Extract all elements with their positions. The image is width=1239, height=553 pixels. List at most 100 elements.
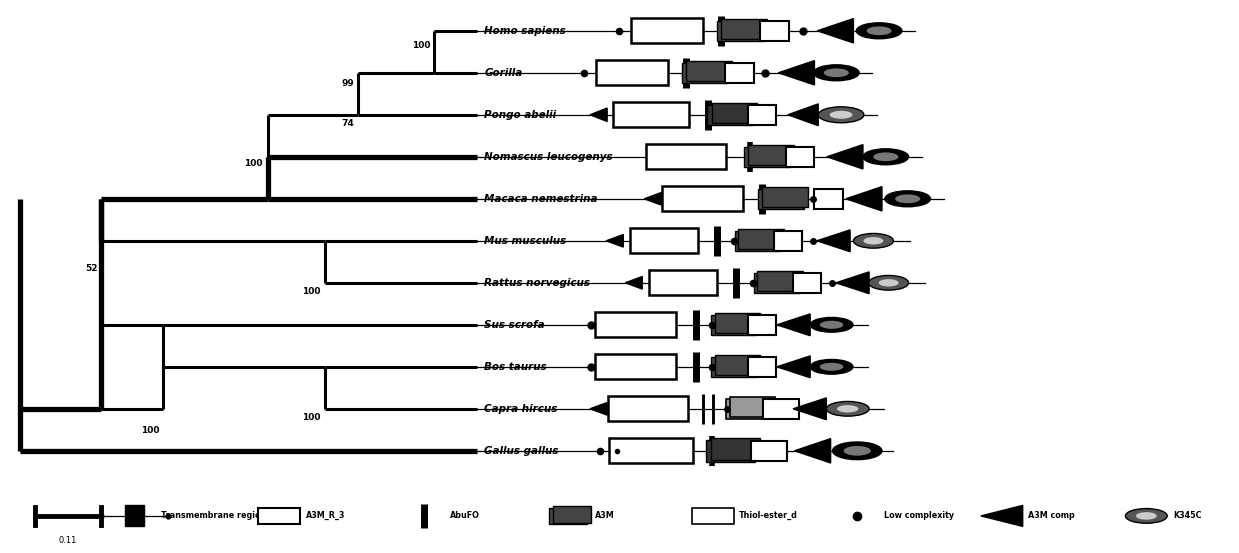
Bar (748, 357, 777, 377)
Bar (721, 19, 767, 39)
Ellipse shape (824, 69, 849, 77)
Bar (725, 62, 753, 83)
Text: Bos taurus: Bos taurus (484, 362, 548, 372)
Bar (683, 62, 727, 83)
Text: A3M comp: A3M comp (1028, 512, 1075, 520)
Ellipse shape (1125, 509, 1167, 523)
Bar (662, 186, 742, 211)
Text: 99: 99 (342, 79, 354, 88)
Ellipse shape (810, 317, 852, 332)
Bar (738, 229, 784, 249)
Bar (706, 440, 756, 462)
Ellipse shape (854, 233, 893, 248)
Polygon shape (818, 19, 854, 43)
Polygon shape (606, 234, 623, 247)
Bar (757, 271, 803, 291)
Ellipse shape (885, 191, 930, 207)
Bar (646, 144, 726, 169)
Bar (596, 60, 668, 85)
Bar (613, 102, 689, 127)
Text: Nomascus leucogenys: Nomascus leucogenys (484, 152, 613, 162)
Polygon shape (778, 61, 814, 85)
Ellipse shape (810, 359, 852, 374)
Bar (125, 505, 144, 526)
Bar (814, 189, 843, 209)
Bar (773, 231, 802, 251)
Text: 100: 100 (411, 41, 430, 50)
Text: Gallus gallus: Gallus gallus (484, 446, 559, 456)
Bar (549, 508, 587, 524)
Ellipse shape (818, 107, 864, 123)
Text: Rattus norvegicus: Rattus norvegicus (484, 278, 591, 288)
Polygon shape (817, 230, 850, 252)
Polygon shape (826, 145, 862, 169)
Bar (553, 506, 591, 523)
Text: Homo sapiens: Homo sapiens (484, 26, 566, 36)
Ellipse shape (830, 111, 852, 119)
Ellipse shape (833, 442, 882, 460)
Bar (258, 508, 300, 524)
Bar (763, 399, 799, 419)
Ellipse shape (814, 65, 859, 81)
Ellipse shape (866, 27, 892, 35)
Ellipse shape (820, 321, 844, 329)
Bar (715, 355, 761, 375)
Text: Pongo abelii: Pongo abelii (484, 110, 556, 120)
Bar (786, 147, 814, 167)
Text: Low complexity: Low complexity (883, 512, 954, 520)
Bar (753, 273, 799, 293)
Text: 100: 100 (302, 287, 321, 296)
Text: Thiol-ester_d: Thiol-ester_d (740, 512, 798, 520)
Ellipse shape (856, 23, 902, 39)
Bar (761, 20, 789, 41)
Text: Capra hircus: Capra hircus (484, 404, 558, 414)
Text: AbuFO: AbuFO (450, 512, 479, 520)
Polygon shape (793, 398, 826, 420)
Ellipse shape (838, 405, 859, 413)
Bar (707, 105, 752, 125)
Bar (748, 145, 793, 165)
Bar (726, 399, 772, 419)
Bar (711, 438, 761, 460)
Text: Macaca nemestrina: Macaca nemestrina (484, 194, 598, 204)
Bar (715, 313, 761, 333)
Bar (735, 231, 781, 251)
Ellipse shape (1136, 512, 1157, 520)
Bar (711, 357, 757, 377)
Ellipse shape (878, 279, 898, 286)
Text: Transmembrane region: Transmembrane region (161, 512, 266, 520)
Ellipse shape (864, 237, 883, 244)
Text: 74: 74 (342, 119, 354, 128)
Text: Sus scrofa: Sus scrofa (484, 320, 545, 330)
Polygon shape (590, 403, 607, 415)
Bar (649, 270, 717, 295)
Bar (758, 189, 804, 209)
Bar (632, 18, 703, 43)
Bar (711, 103, 757, 123)
Text: 100: 100 (244, 159, 263, 168)
Bar (745, 147, 789, 167)
Text: 52: 52 (85, 264, 98, 273)
Ellipse shape (862, 149, 908, 165)
Bar (610, 438, 693, 463)
Polygon shape (777, 314, 810, 336)
Bar (595, 354, 676, 379)
Bar (607, 396, 689, 421)
Polygon shape (644, 192, 662, 205)
Bar (748, 315, 777, 335)
Ellipse shape (820, 363, 844, 371)
Polygon shape (788, 104, 818, 126)
Polygon shape (590, 108, 607, 122)
Text: A3M_R_3: A3M_R_3 (306, 512, 346, 520)
Polygon shape (836, 272, 869, 294)
Ellipse shape (826, 401, 869, 416)
Bar (751, 441, 787, 461)
Text: 100: 100 (302, 413, 321, 422)
Bar (691, 508, 733, 524)
Ellipse shape (873, 153, 898, 161)
Bar (629, 228, 699, 253)
Bar (730, 397, 776, 417)
Text: A3M: A3M (595, 512, 615, 520)
Polygon shape (794, 439, 830, 463)
Bar (748, 105, 777, 125)
